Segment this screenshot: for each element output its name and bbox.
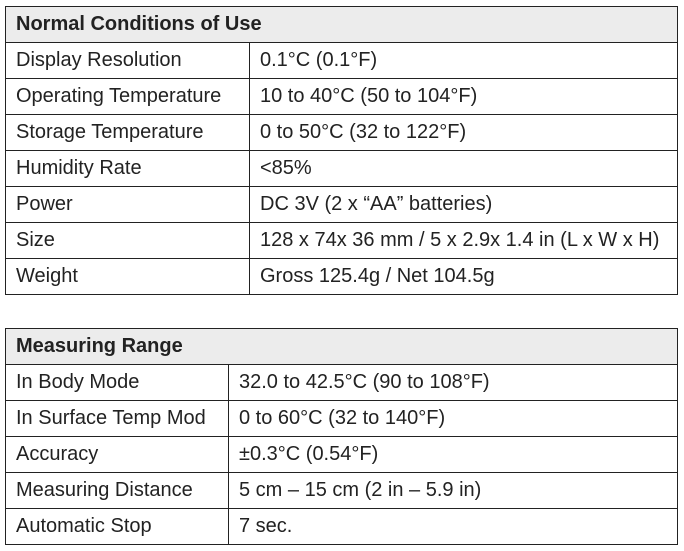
row-value: DC 3V (2 x “AA” batteries) (249, 186, 678, 223)
row-label: Storage Temperature (5, 114, 250, 151)
table-row: Weight Gross 125.4g / Net 104.5g (5, 258, 678, 295)
row-label: Display Resolution (5, 42, 250, 79)
table-title: Measuring Range (5, 328, 678, 365)
table-row: Accuracy ±0.3°C (0.54°F) (5, 436, 678, 473)
measuring-range-table: Measuring Range In Body Mode 32.0 to 42.… (5, 328, 678, 545)
row-value: 0 to 50°C (32 to 122°F) (249, 114, 678, 151)
row-label: Weight (5, 258, 250, 295)
row-value: 10 to 40°C (50 to 104°F) (249, 78, 678, 115)
row-value: 0.1°C (0.1°F) (249, 42, 678, 79)
row-value: 32.0 to 42.5°C (90 to 108°F) (228, 364, 678, 401)
table-header-row: Normal Conditions of Use (5, 6, 678, 43)
table-row: In Surface Temp Mod 0 to 60°C (32 to 140… (5, 400, 678, 437)
table-row: Measuring Distance 5 cm – 15 cm (2 in – … (5, 472, 678, 509)
row-label: Power (5, 186, 250, 223)
table-title: Normal Conditions of Use (5, 6, 678, 43)
row-label: Size (5, 222, 250, 259)
table-row: In Body Mode 32.0 to 42.5°C (90 to 108°F… (5, 364, 678, 401)
row-value: 7 sec. (228, 508, 678, 545)
table-row: Size 128 x 74x 36 mm / 5 x 2.9x 1.4 in (… (5, 222, 678, 259)
row-value: 128 x 74x 36 mm / 5 x 2.9x 1.4 in (L x W… (249, 222, 678, 259)
row-label: In Body Mode (5, 364, 229, 401)
row-value: Gross 125.4g / Net 104.5g (249, 258, 678, 295)
row-label: Accuracy (5, 436, 229, 473)
table-row: Automatic Stop 7 sec. (5, 508, 678, 545)
row-label: Operating Temperature (5, 78, 250, 115)
row-value: <85% (249, 150, 678, 187)
row-value: 5 cm – 15 cm (2 in – 5.9 in) (228, 472, 678, 509)
normal-conditions-table: Normal Conditions of Use Display Resolut… (5, 6, 678, 295)
row-label: Automatic Stop (5, 508, 229, 545)
row-label: In Surface Temp Mod (5, 400, 229, 437)
table-row: Operating Temperature 10 to 40°C (50 to … (5, 78, 678, 115)
table-header-row: Measuring Range (5, 328, 678, 365)
row-value: ±0.3°C (0.54°F) (228, 436, 678, 473)
table-row: Display Resolution 0.1°C (0.1°F) (5, 42, 678, 79)
table-row: Power DC 3V (2 x “AA” batteries) (5, 186, 678, 223)
row-label: Humidity Rate (5, 150, 250, 187)
table-row: Storage Temperature 0 to 50°C (32 to 122… (5, 114, 678, 151)
row-value: 0 to 60°C (32 to 140°F) (228, 400, 678, 437)
row-label: Measuring Distance (5, 472, 229, 509)
table-row: Humidity Rate <85% (5, 150, 678, 187)
